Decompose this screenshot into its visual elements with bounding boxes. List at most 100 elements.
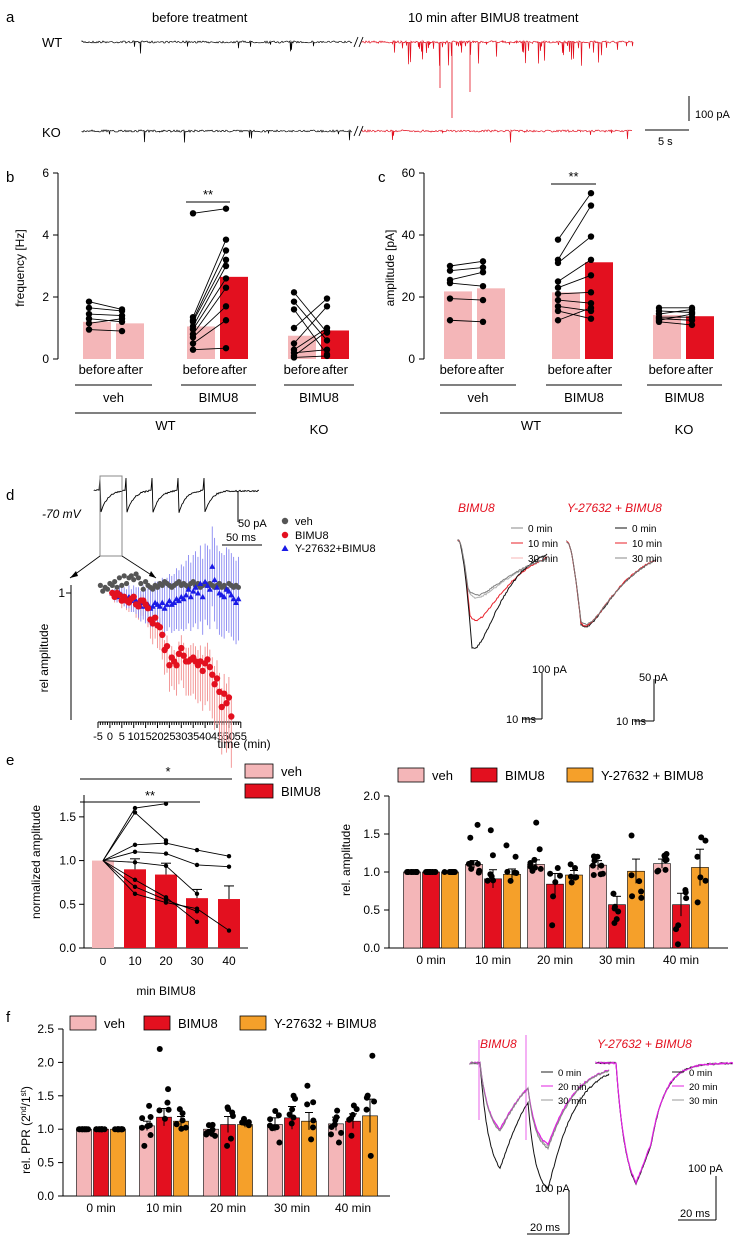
data-dot [413, 869, 420, 875]
category-label: before [548, 362, 585, 377]
data-dot [275, 1112, 282, 1119]
y27632-point [209, 563, 216, 569]
data-dot [335, 1139, 342, 1146]
bar-y-27632-bimu8 [441, 871, 459, 949]
bimu8-point [211, 681, 218, 688]
group-label: BIMU8 [665, 390, 705, 405]
y27632-point [233, 599, 240, 605]
zoom-box [99, 475, 123, 557]
veh-point [176, 579, 182, 585]
pair-dot [587, 256, 595, 263]
pair-dot [323, 337, 331, 344]
legend-d-bimu: BIMU8 [295, 530, 329, 542]
ylabel-ppr-d: st [19, 1089, 28, 1096]
pair-dot [587, 289, 595, 296]
data-dot [147, 1113, 154, 1120]
trace-ko-after [361, 128, 633, 143]
d-leg-l1-text: 10 min [528, 539, 558, 550]
row-label-wt: WT [42, 35, 62, 50]
data-dot [156, 1107, 163, 1114]
individual-dot [194, 891, 200, 896]
legend-er-veh-swatch [397, 767, 425, 783]
d-leg-r2-text: 30 min [632, 554, 662, 565]
pair-dot [688, 310, 696, 318]
data-dot [694, 899, 701, 906]
d-title-bimu8: BIMU8 [458, 501, 495, 515]
veh-point [150, 586, 156, 592]
data-dot [503, 842, 510, 849]
data-dot [504, 868, 511, 875]
pair-dot [479, 282, 487, 290]
data-dot [662, 866, 669, 873]
y27632-point [230, 595, 237, 602]
pair-line [557, 310, 592, 320]
x-tick-label: 20 [159, 954, 173, 968]
data-dot [638, 894, 645, 901]
data-dot [697, 874, 704, 881]
y-tick-label: 60 [402, 166, 416, 180]
bimu8-point [199, 667, 206, 675]
data-dot [537, 865, 544, 872]
d-leg-l2-text: 30 min [528, 554, 558, 565]
data-dot [369, 1052, 376, 1059]
bar-veh [203, 1128, 219, 1197]
bimu8-point [151, 614, 159, 621]
pair-dot [554, 303, 562, 310]
d-y-0min [566, 539, 657, 628]
x-tick-label: 0 min [86, 1201, 115, 1215]
data-dot [97, 1126, 104, 1133]
data-dot [573, 874, 580, 881]
data-dot [173, 1121, 180, 1128]
pair-line [293, 301, 328, 341]
evoked-train [93, 477, 259, 513]
pair-dot [222, 205, 230, 212]
pair-dot [222, 275, 230, 282]
bar-y-27632-bimu8 [110, 1128, 126, 1197]
panel-label-b: b [6, 169, 14, 186]
legend-f: veh BIMU8 Y-27632 + BIMU8 [69, 1015, 377, 1031]
after-treatment-label: 10 min after BIMU8 treatment [408, 10, 579, 25]
bimu8-point [209, 671, 216, 678]
data-dot [531, 864, 538, 871]
veh-point [97, 582, 103, 589]
individual-dot [132, 805, 138, 811]
veh-point [100, 588, 106, 594]
group-label: BIMU8 [299, 390, 339, 405]
xlabel-time: time (min) [217, 737, 270, 751]
pair-dot [479, 318, 487, 325]
data-dot [610, 890, 617, 897]
pair-dot [554, 296, 562, 304]
pair-dot [554, 278, 562, 285]
pair-dot [554, 307, 562, 315]
f-left-scale-pa: 100 pA [535, 1183, 571, 1195]
f-y-20min [595, 1061, 733, 1186]
data-dot [589, 862, 596, 869]
data-dot [178, 1125, 185, 1132]
ylabel-normalized: normalized amplitude [29, 805, 43, 919]
category-label: after [586, 362, 613, 377]
individual-dot [194, 906, 200, 911]
data-dot [363, 1106, 370, 1113]
ylabel-ppr-b: nd [19, 1106, 28, 1115]
y27632-point [161, 605, 168, 611]
bimu8-point [225, 694, 233, 701]
veh-point [109, 582, 115, 589]
bimu8-point [166, 662, 173, 669]
data-dot [568, 879, 575, 886]
individual-dot [132, 884, 138, 889]
data-dot [147, 1132, 154, 1139]
pair-line [557, 259, 592, 282]
y27632-point [187, 593, 194, 600]
pair-line [192, 319, 227, 344]
data-dot [474, 821, 481, 828]
y-tick-label: 0.0 [363, 941, 380, 955]
data-dot [286, 1111, 293, 1118]
x-tick-label: 10 [128, 954, 142, 968]
y-tick-label: 0 [42, 352, 49, 366]
scale-label-s: 5 s [658, 136, 673, 148]
individual-dot [132, 891, 138, 896]
data-dot [424, 869, 431, 875]
veh-point [104, 586, 111, 592]
pair-line [88, 307, 123, 312]
